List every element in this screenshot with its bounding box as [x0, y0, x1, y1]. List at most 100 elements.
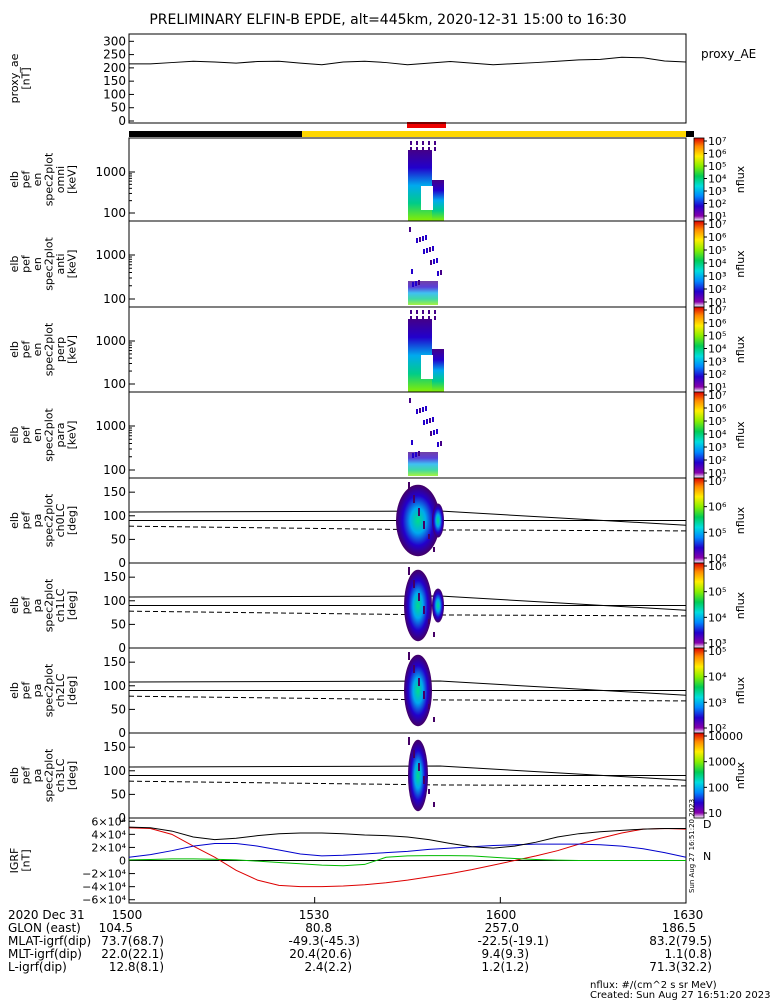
colorbar-spec_omni	[693, 137, 705, 222]
y-tick-label: 250	[103, 48, 126, 62]
status-bar-yellow	[302, 131, 686, 137]
y-tick-label: 4×10⁴	[91, 828, 126, 841]
spectrogram-speck	[433, 430, 435, 435]
spec_perp-axis-label: [keV]	[66, 335, 79, 364]
spec_anti-axis-label: [keV]	[66, 250, 79, 279]
pa-speck	[418, 511, 420, 516]
anti-loss-cone-line	[128, 610, 687, 617]
pa-speck	[408, 485, 410, 490]
colorbar-tick-label: 10²	[708, 198, 726, 211]
spectrogram-speck	[430, 260, 432, 265]
pa-speck	[423, 609, 425, 614]
pa-speck	[418, 596, 420, 601]
y-tick-label: 50	[111, 702, 126, 716]
pa-speck	[428, 789, 430, 794]
spectrogram-speck	[416, 316, 418, 320]
spectrogram-speck	[416, 147, 418, 151]
spectrogram-speck	[436, 429, 438, 434]
pa-speck	[413, 498, 415, 503]
panel-frame-spec_para	[128, 391, 687, 479]
lshell-value: 12.8(8.1)	[109, 960, 164, 974]
spec_para-axis-label: pef	[20, 425, 33, 444]
spec_omni-axis-label: en	[31, 173, 44, 187]
colorbar-tick-label: 10¹	[708, 467, 726, 480]
colorbar-tick-label: 10⁴	[708, 173, 727, 186]
pa-distribution-blob	[432, 503, 444, 538]
y-tick-label: 50	[111, 787, 126, 801]
y-tick-label: 100	[103, 679, 126, 693]
spectrogram-speck	[418, 280, 420, 285]
glon-value: 186.5	[662, 921, 696, 935]
pa_ch0-axis-label: [deg]	[66, 506, 79, 535]
spec_anti-axis-label: en	[31, 257, 44, 271]
spectrogram-speck	[434, 316, 436, 320]
spectrogram-speck	[428, 147, 430, 151]
pa_ch3-axis-label: [deg]	[66, 761, 79, 790]
colorbar-label: nflux	[734, 421, 747, 449]
pa_ch1-axis-label: pa	[31, 599, 44, 613]
glon-value: 257.0	[485, 921, 519, 935]
spectrogram-speck	[430, 431, 432, 436]
igrf-total-line	[128, 826, 686, 849]
spectrogram-speck	[436, 258, 438, 263]
mlt-label: MLT-igrf(dip)	[8, 947, 82, 961]
spectrogram-speck	[412, 282, 414, 287]
colorbar-tick-label: 100	[708, 781, 729, 794]
plot-title: PRELIMINARY ELFIN-B EPDE, alt=445km, 202…	[149, 12, 626, 28]
y-tick-label: 150	[103, 740, 126, 754]
y-tick-label: 1000	[95, 334, 126, 348]
colorbar-tick-label: 10¹	[708, 381, 726, 394]
mlt-value: 1.1(0.8)	[664, 947, 712, 961]
spectrogram-speck	[428, 316, 430, 320]
y-tick-label: −2×10⁴	[82, 868, 126, 881]
colorbar-tick-label: 10⁵	[708, 244, 726, 257]
mlat-value: 73.7(68.7)	[101, 934, 164, 948]
spec_para-axis-label: elb	[8, 427, 21, 444]
spectrogram-speck	[434, 310, 436, 314]
pa_ch3-axis-label: ch3LC	[54, 758, 67, 792]
spectrogram-speck	[409, 227, 411, 232]
spec_para-axis-label: [keV]	[66, 421, 79, 450]
spectrogram-speck	[409, 398, 411, 403]
spectrogram-speck	[425, 235, 427, 240]
spectrogram-speck	[415, 452, 417, 457]
anti-loss-cone-line	[128, 780, 687, 787]
pa-speck	[408, 737, 410, 742]
spectrogram-speck	[433, 259, 435, 264]
pa-distribution-blob	[408, 739, 428, 812]
glon-value: 104.5	[99, 921, 133, 935]
pa-speck	[408, 652, 410, 657]
colorbar-tick-label: 10²	[708, 722, 726, 735]
glon-value: 80.8	[305, 921, 332, 935]
y-tick-label: 100	[103, 377, 126, 391]
colorbar-pa_ch2	[693, 647, 705, 734]
pa-speck	[423, 606, 425, 611]
pa-speck	[423, 524, 425, 529]
pa-speck	[413, 583, 415, 588]
pa-speck	[408, 740, 410, 745]
colorbar-pa_ch3	[693, 732, 705, 819]
igrf-legend-n: N	[703, 850, 711, 863]
spectrogram-speck	[419, 237, 421, 242]
spectrogram-speck	[437, 442, 439, 447]
y-tick-label: 50	[111, 617, 126, 631]
date-label: 2020 Dec 31	[8, 908, 85, 922]
pa-speck	[418, 681, 420, 686]
y-tick-label: 0	[118, 726, 126, 740]
colorbar-tick-label: 10²	[708, 454, 726, 467]
mlt-value: 20.4(20.6)	[289, 947, 352, 961]
colorbar-pa_ch0	[693, 477, 705, 564]
igrf-x-line	[128, 827, 687, 888]
colorbar-pa_ch1	[693, 562, 705, 649]
lshell-value: 1.2(1.2)	[481, 960, 529, 974]
pa_ch1-axis-label: [deg]	[66, 591, 79, 620]
pa-speck	[433, 547, 435, 552]
pa-speck	[433, 717, 435, 722]
pa-speck	[423, 691, 425, 696]
pa-speck	[423, 694, 425, 699]
y-tick-label: 0	[118, 114, 126, 128]
mlat-value: -49.3(-45.3)	[289, 934, 360, 948]
y-tick-label: 0	[119, 855, 126, 868]
colorbar-tick-label: 10⁴	[708, 671, 727, 684]
